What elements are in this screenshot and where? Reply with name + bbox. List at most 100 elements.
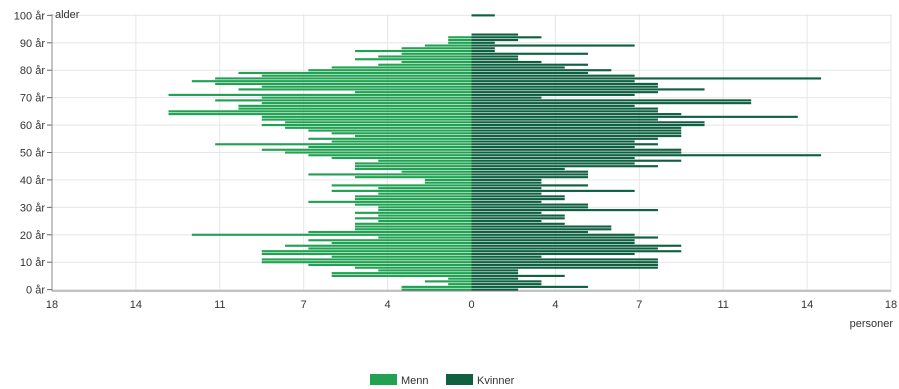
bar-kvinner [471,66,565,69]
bar-kvinner [471,241,635,245]
bar-kvinner [471,77,822,80]
bar-kvinner [471,187,542,190]
bar-menn [331,241,472,245]
bar-menn [308,247,472,250]
bar-menn [424,280,472,283]
bar-menn [378,219,472,223]
bar-kvinner [471,55,519,58]
bar-kvinner [471,165,658,168]
bar-kvinner [471,80,635,83]
bar-menn [331,66,472,69]
bar-menn [354,134,472,138]
bar-kvinner [471,156,635,160]
bar-kvinner [471,36,542,39]
bar-kvinner [471,266,658,269]
bar-kvinner [471,47,495,50]
bar-menn [401,52,472,55]
bar-kvinner [471,121,705,124]
bar-menn [308,200,472,203]
bar-kvinner [471,272,519,275]
y-tick-label: 30 år [20,202,45,214]
bar-kvinner [471,189,635,192]
bar-kvinner [471,88,705,91]
bar-menn [354,222,472,225]
y-tick-label: 80 år [20,65,45,77]
legend-swatch-kvinner[interactable] [446,374,473,385]
bar-kvinner [471,162,635,165]
bar-kvinner [471,206,589,209]
legend-label-menn[interactable]: Menn [401,375,429,387]
bar-menn [308,129,472,132]
bar-kvinner [471,91,658,94]
legend-label-kvinner[interactable]: Kvinner [477,375,515,387]
bar-menn [448,36,472,39]
bar-kvinner [471,217,565,220]
bar-kvinner [471,277,519,280]
bar-kvinner [471,250,682,253]
bar-kvinner [471,211,542,214]
bar-kvinner [471,63,589,66]
bar-menn [261,261,472,264]
bar-menn [215,143,472,146]
bar-menn [378,236,472,239]
bar-kvinner [471,252,635,256]
bar-kvinner [471,60,542,64]
y-tick-label: 50 år [20,148,45,160]
bar-kvinner [471,255,542,258]
bar-menn [424,178,472,181]
bar-kvinner [471,93,635,96]
y-tick-label: 60 år [20,120,45,132]
bar-kvinner [471,230,589,234]
bar-kvinner [471,269,519,272]
bar-menn [308,154,472,157]
bar-kvinner [471,178,542,181]
bar-kvinner [471,41,495,44]
bar-menn [331,132,472,135]
bar-kvinner [471,170,589,173]
x-axis-title: personer [850,318,894,330]
bar-menn [354,49,472,53]
bar-kvinner [471,14,495,17]
bar-menn [378,206,472,209]
bar-kvinner [471,115,798,118]
bar-kvinner [471,228,612,231]
bar-menn [285,121,472,124]
bar-menn [354,176,472,179]
bar-kvinner [471,173,589,176]
bar-menn [308,69,472,72]
bar-menn [448,38,472,42]
bar-menn [354,225,472,228]
bar-kvinner [471,274,565,277]
bar-menn [448,277,472,280]
bar-kvinner [471,283,542,286]
bar-menn [308,263,472,267]
bar-menn [308,173,472,176]
x-tick-label: 4 [385,299,391,311]
bar-menn [378,269,472,272]
bar-menn [401,47,472,50]
bar-menn [448,41,472,44]
bar-menn [378,187,472,190]
bar-kvinner [471,200,542,203]
bar-menn [331,189,472,192]
bar-kvinner [471,38,519,42]
bar-menn [238,88,472,91]
bar-menn [261,85,472,88]
bar-menn [308,137,472,140]
legend-swatch-menn[interactable] [370,374,397,385]
bar-menn [401,60,472,64]
x-tick-label: 11 [214,299,225,311]
bar-kvinner [471,49,495,53]
bar-menn [261,102,472,105]
bar-kvinner [471,110,658,113]
bar-menn [378,63,472,66]
bar-menn [424,181,472,184]
bar-kvinner [471,239,635,242]
bar-menn [354,195,472,198]
bar-kvinner [471,214,565,217]
bar-menn [378,192,472,195]
x-tick-label: 11 [717,299,728,311]
bar-kvinner [471,82,658,86]
